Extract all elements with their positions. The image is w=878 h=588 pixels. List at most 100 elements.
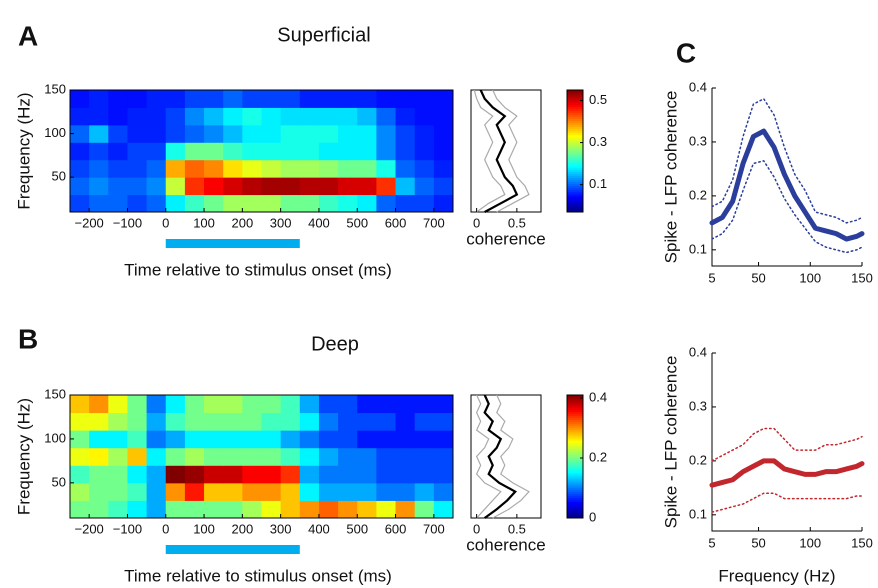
heatmap-cell [223, 194, 243, 213]
heatmap-cell [223, 177, 243, 196]
heatmap-cell [89, 500, 109, 519]
heatmap-cell [223, 142, 243, 161]
x-tick-label: −100 [113, 521, 142, 536]
series-line [711, 427, 863, 462]
heatmap-cell [204, 177, 224, 196]
heatmap-cell [433, 142, 454, 161]
colorbar-segment [567, 450, 583, 453]
heatmap-cell [376, 159, 397, 178]
colorbar-segment [567, 415, 583, 419]
heatmap-cell [376, 177, 397, 196]
heatmap-cell [376, 465, 397, 484]
heatmap-cell [280, 482, 301, 501]
x-tick-label: 700 [423, 521, 445, 536]
colorbar-segment [567, 444, 583, 447]
heatmap-cell [299, 194, 320, 213]
heatmap-cell [146, 124, 167, 143]
colorbar-segment [567, 148, 583, 152]
heatmap-cell [204, 124, 224, 143]
heatmap-cell [261, 177, 282, 196]
chart-title: Deep [311, 333, 359, 355]
heatmap-cell [204, 142, 224, 161]
y-tick-label: 0.2 [689, 452, 707, 467]
heatmap-cell [357, 107, 377, 126]
heatmap-cell [127, 500, 148, 519]
heatmap-cell [223, 159, 243, 178]
y-tick-label: 0.2 [689, 187, 707, 202]
heatmap-cell [242, 124, 262, 143]
colorbar-segment [567, 511, 583, 515]
colorbar-segment [567, 401, 583, 404]
colorbar-segment [567, 167, 583, 170]
heatmap-cell [395, 500, 416, 519]
heatmap-cell [184, 500, 205, 519]
x-tick-label: −100 [113, 215, 142, 230]
heatmap-cell [146, 447, 167, 466]
x-tick-label: 300 [270, 521, 292, 536]
heatmap-cell [414, 194, 435, 213]
heatmap-cell [433, 177, 454, 196]
colorbar-segment [567, 413, 583, 416]
colorbar-segment [567, 124, 583, 128]
heatmap-cell [146, 482, 167, 501]
heatmap-cell [184, 430, 205, 449]
colorbar-segment [567, 446, 583, 449]
heatmap-cell [165, 124, 186, 143]
heatmap-cell [146, 500, 167, 519]
heatmap-cell [70, 194, 90, 213]
heatmap-cell [70, 430, 90, 449]
heatmap-cell [89, 124, 109, 143]
colorbar-segment [567, 104, 583, 107]
heatmap-cell [433, 124, 454, 143]
colorbar-segment [567, 157, 583, 160]
heatmap-cell [108, 465, 128, 484]
heatmap-cell [146, 430, 167, 449]
colorbar-segment [567, 429, 583, 433]
colorbar-segment [567, 146, 583, 150]
heatmap-cell [433, 500, 454, 519]
heatmap-cell [204, 159, 224, 178]
x-tick-label: 5 [708, 270, 715, 285]
heatmap-cell [357, 90, 377, 108]
heatmap-cell [414, 500, 435, 519]
heatmap-cell [395, 107, 416, 126]
x-tick-label: 600 [385, 215, 407, 230]
colorbar-segment [567, 417, 583, 421]
heatmap-cell [146, 194, 167, 213]
colorbar-segment [567, 474, 583, 478]
x-axis-label: Time relative to stimulus onset (ms) [124, 566, 392, 585]
heatmap-cell [433, 107, 454, 126]
colorbar-segment [567, 403, 583, 406]
colorbar-segment [567, 466, 583, 470]
heatmap-cell [108, 500, 128, 519]
heatmap-cell [108, 177, 128, 196]
heatmap-cell [127, 482, 148, 501]
heatmap-cell [395, 177, 416, 196]
heatmap-cell [184, 90, 205, 108]
colorbar-segment [567, 96, 583, 99]
heatmap-cell [318, 107, 339, 126]
y-tick-label: 150 [44, 81, 66, 96]
heatmap-cell [242, 465, 262, 484]
heatmap-cell [414, 124, 435, 143]
heatmap-cell [280, 412, 301, 431]
heatmap-cell [127, 430, 148, 449]
x-tick-label: 50 [751, 535, 765, 550]
colorbar-segment [567, 163, 583, 166]
heatmap-cell [414, 465, 435, 484]
heatmap-cell [204, 412, 224, 431]
colorbar-frame [566, 89, 584, 213]
x-tick-label: 0 [162, 521, 169, 536]
colorbar-segment [567, 173, 583, 176]
heatmap-cell [414, 447, 435, 466]
y-tick-label: 0.1 [689, 241, 707, 256]
y-tick-label: 0.4 [689, 79, 707, 94]
series-line [709, 128, 865, 242]
heatmap-cell [338, 412, 358, 431]
heatmap-cell [204, 430, 224, 449]
heatmap-cell [338, 465, 358, 484]
colorbar-segment [567, 395, 583, 398]
colorbar-segment [567, 448, 583, 451]
y-tick-label: 0.3 [689, 398, 707, 413]
colorbar-segment [567, 483, 583, 486]
